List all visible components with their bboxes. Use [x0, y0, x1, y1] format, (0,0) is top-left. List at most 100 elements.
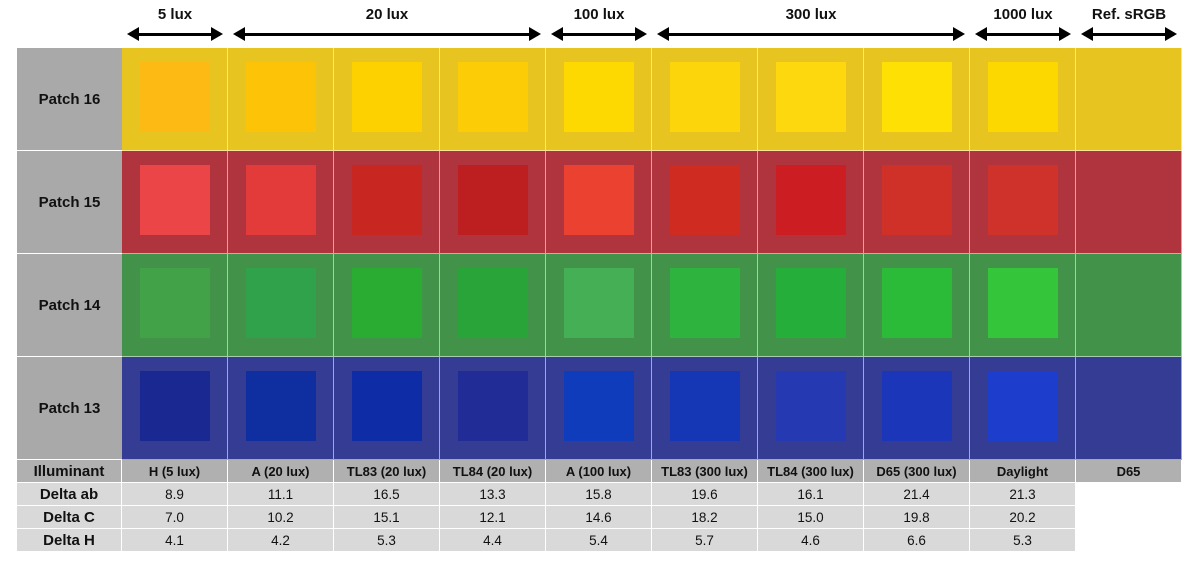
table-cell: 13.3: [440, 483, 546, 506]
table-cell: 7.0: [122, 506, 228, 529]
color-swatch: [988, 371, 1058, 441]
table-cell: 4.2: [228, 529, 334, 552]
color-swatch: [882, 165, 952, 235]
color-swatch: [988, 165, 1058, 235]
color-swatch: [988, 62, 1058, 132]
patch-cell: [228, 151, 334, 254]
table-cell: 6.6: [864, 529, 970, 552]
color-swatch: [670, 268, 740, 338]
patch-cell: [546, 151, 652, 254]
patch-cell: [758, 357, 864, 460]
table-row-label: Illuminant: [17, 460, 122, 483]
color-swatch: [564, 165, 634, 235]
lux-range-ref-srgb: Ref. sRGB: [1076, 0, 1182, 46]
table-cell: 16.5: [334, 483, 440, 506]
color-swatch: [776, 268, 846, 338]
lux-range-label: 100 lux: [573, 6, 625, 23]
reference-srgb-cell: [1076, 254, 1182, 357]
patch-cell: [334, 48, 440, 151]
patch-cell: [122, 254, 228, 357]
patch-cell: [228, 254, 334, 357]
lux-range-label: 5 lux: [157, 6, 193, 23]
table-cell: 4.1: [122, 529, 228, 552]
patch-cell: [440, 48, 546, 151]
color-swatch: [246, 268, 316, 338]
patch-row-label: Patch 13: [17, 357, 122, 460]
color-swatch: [564, 268, 634, 338]
reference-srgb-cell: [1076, 48, 1182, 151]
color-swatch: [246, 62, 316, 132]
color-swatch: [670, 371, 740, 441]
lux-range-20-lux: 20 lux: [228, 0, 546, 46]
reference-srgb-cell: [1076, 151, 1182, 254]
patch-cell: [546, 254, 652, 357]
color-swatch: [776, 165, 846, 235]
table-cell: 10.2: [228, 506, 334, 529]
table-row-label: Delta H: [17, 529, 122, 552]
color-swatch: [670, 62, 740, 132]
delta-row-delta-ab: Delta ab 8.9 11.1 16.5 13.3 15.8 19.6 16.1 21.4 2…: [17, 483, 1182, 506]
table-cell: D65 (300 lux): [864, 460, 970, 483]
patch-cell: [334, 254, 440, 357]
patch-cell: [122, 48, 228, 151]
double-arrow-icon: [1081, 27, 1177, 41]
table-cell: TL84 (20 lux): [440, 460, 546, 483]
table-cell: TL83 (20 lux): [334, 460, 440, 483]
color-swatch: [246, 165, 316, 235]
delta-row-delta-h: Delta H 4.1 4.2 5.3 4.4 5.4 5.7 4.6 6.6 5.3: [17, 529, 1182, 552]
table-cell: 19.8: [864, 506, 970, 529]
color-swatch: [670, 165, 740, 235]
patch-cell: [228, 48, 334, 151]
patch-cell: [970, 48, 1076, 151]
color-swatch: [140, 371, 210, 441]
lux-range-1000-lux: 1000 lux: [970, 0, 1076, 46]
delta-row-delta-c: Delta C 7.0 10.2 15.1 12.1 14.6 18.2 15.0 19.8 20…: [17, 506, 1182, 529]
double-arrow-icon: [233, 27, 541, 41]
double-arrow-icon: [551, 27, 647, 41]
patch-cell: [758, 48, 864, 151]
illuminant-row: Illuminant H (5 lux) A (20 lux) TL83 (20 lu…: [17, 460, 1182, 483]
table-cell: TL84 (300 lux): [758, 460, 864, 483]
table-cell: 4.6: [758, 529, 864, 552]
patch-cell: [334, 357, 440, 460]
color-swatch: [458, 165, 528, 235]
lux-range-label: Ref. sRGB: [1091, 6, 1167, 23]
table-cell-empty: [1076, 506, 1182, 529]
lux-range-label: 300 lux: [785, 6, 837, 23]
table-cell: 12.1: [440, 506, 546, 529]
table-cell: H (5 lux): [122, 460, 228, 483]
patch-cell: [440, 151, 546, 254]
table-cell: 5.3: [970, 529, 1076, 552]
double-arrow-icon: [657, 27, 965, 41]
table-cell: A (100 lux): [546, 460, 652, 483]
patch-cell: [652, 357, 758, 460]
table-cell-empty: [1076, 529, 1182, 552]
table-cell: 11.1: [228, 483, 334, 506]
color-swatch: [882, 62, 952, 132]
color-swatch: [988, 268, 1058, 338]
color-swatch: [140, 268, 210, 338]
color-swatch: [352, 268, 422, 338]
lux-range-label: 20 lux: [365, 6, 409, 23]
color-swatch: [564, 62, 634, 132]
lux-range-100-lux: 100 lux: [546, 0, 652, 46]
patch-cell: [864, 254, 970, 357]
color-swatch: [458, 62, 528, 132]
patch-cell: [652, 254, 758, 357]
patch-row-label: Patch 15: [17, 151, 122, 254]
table-cell: A (20 lux): [228, 460, 334, 483]
color-swatch: [140, 165, 210, 235]
patch-cell: [970, 151, 1076, 254]
double-arrow-icon: [975, 27, 1071, 41]
double-arrow-icon: [127, 27, 223, 41]
patch-cell: [970, 254, 1076, 357]
table-cell: 8.9: [122, 483, 228, 506]
table-cell: 14.6: [546, 506, 652, 529]
patch-cell: [122, 151, 228, 254]
color-swatch: [246, 371, 316, 441]
reference-srgb-cell: [1076, 357, 1182, 460]
patch-cell: [334, 151, 440, 254]
table-cell: 16.1: [758, 483, 864, 506]
lux-range-5-lux: 5 lux: [122, 0, 228, 46]
table-cell: 18.2: [652, 506, 758, 529]
